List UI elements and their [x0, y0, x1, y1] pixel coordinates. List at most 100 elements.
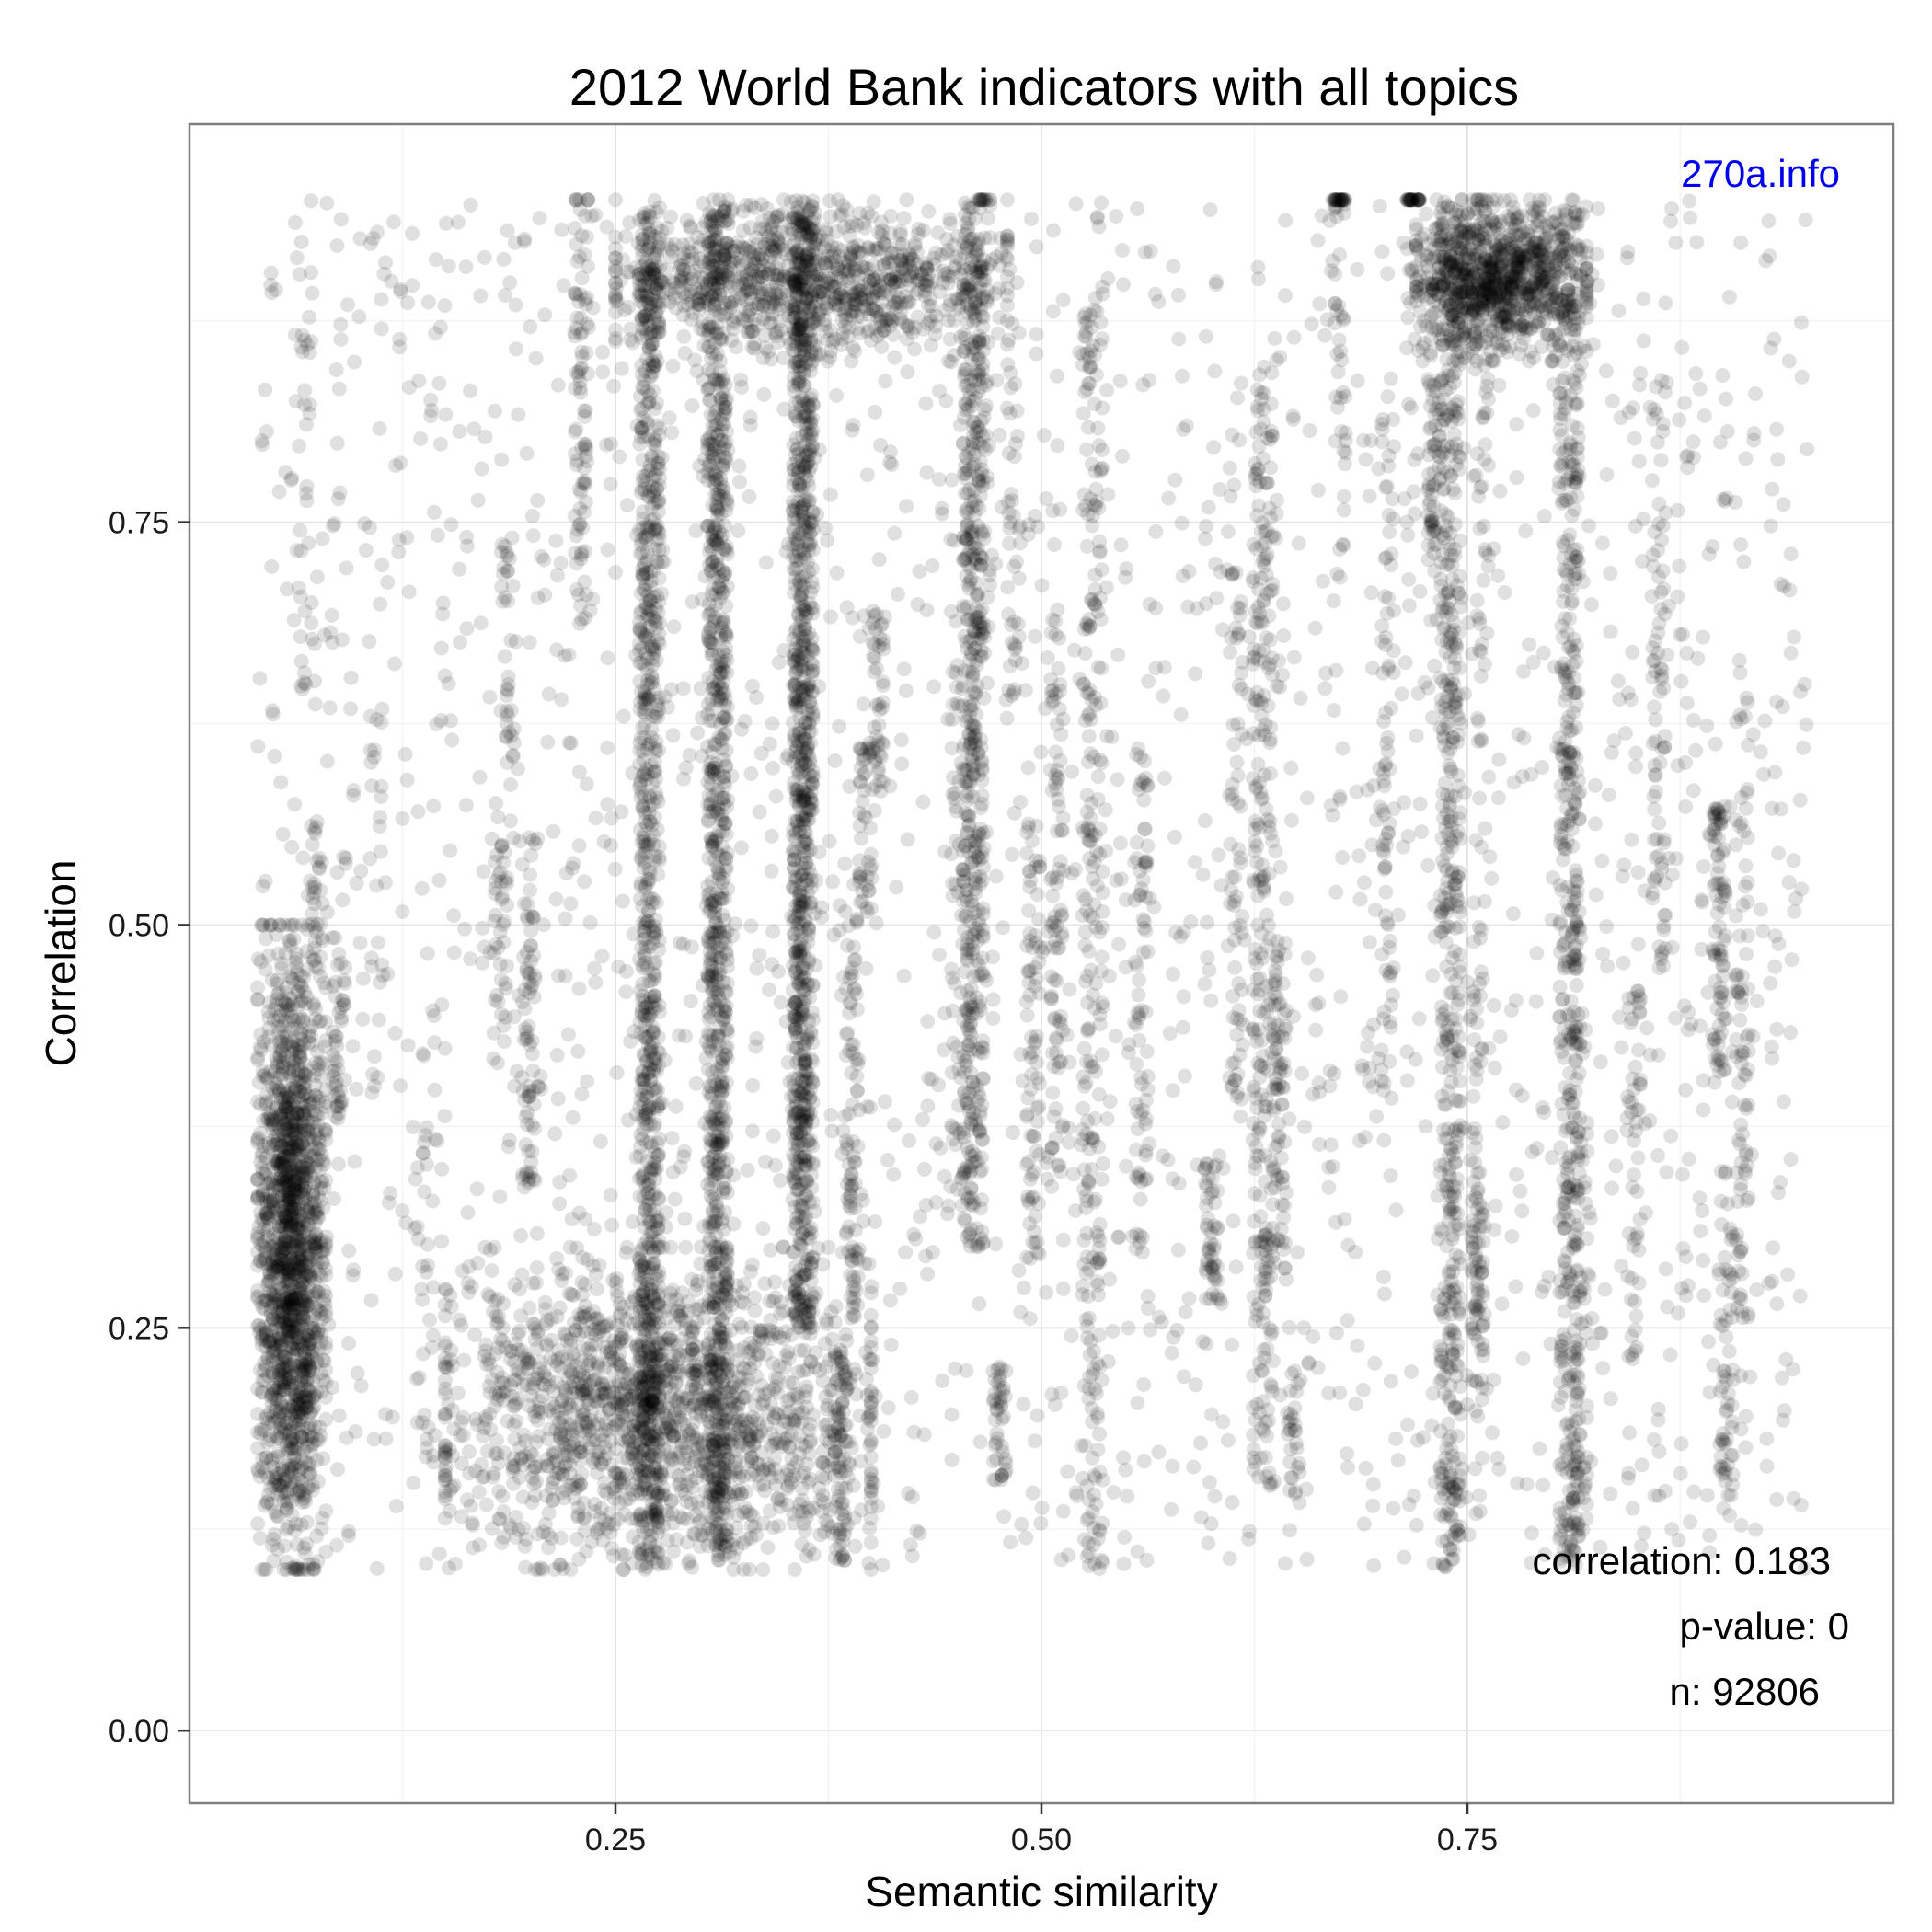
data-point	[1693, 1224, 1708, 1238]
data-point	[932, 383, 948, 398]
data-point	[1082, 359, 1098, 374]
data-point	[1581, 1204, 1597, 1220]
data-point	[834, 1245, 850, 1260]
data-point	[1570, 1341, 1586, 1357]
data-point	[481, 1351, 496, 1367]
data-point	[767, 1461, 783, 1477]
data-point	[1769, 1492, 1785, 1507]
data-point	[1087, 290, 1103, 305]
data-point	[1488, 1198, 1503, 1213]
data-point	[427, 504, 442, 520]
data-point	[395, 904, 410, 919]
data-point	[1360, 782, 1375, 798]
data-point	[460, 1205, 476, 1220]
data-point	[374, 558, 390, 573]
data-point	[861, 621, 877, 637]
data-point	[1045, 304, 1061, 319]
data-point	[743, 766, 759, 781]
data-point	[1197, 813, 1213, 829]
data-point	[1487, 1060, 1502, 1075]
data-point	[1039, 1156, 1054, 1170]
data-point	[577, 874, 592, 890]
data-point	[1104, 730, 1120, 745]
data-point	[478, 1497, 494, 1512]
data-point	[744, 323, 760, 339]
data-point	[696, 1219, 712, 1235]
data-point	[1658, 295, 1673, 311]
data-point	[1650, 1412, 1666, 1428]
data-point	[1174, 368, 1190, 384]
data-point	[334, 632, 350, 648]
data-point	[1055, 1281, 1071, 1296]
data-point	[1064, 764, 1079, 779]
data-point	[1688, 742, 1704, 758]
data-point	[1094, 195, 1109, 211]
data-point	[295, 1363, 311, 1379]
data-point	[1321, 1386, 1337, 1401]
data-point	[963, 1111, 979, 1127]
data-point	[1679, 449, 1695, 465]
data-point	[933, 1140, 949, 1156]
data-point	[1399, 1044, 1415, 1060]
data-point	[290, 1562, 305, 1577]
data-point	[1711, 1262, 1727, 1278]
data-point	[258, 873, 273, 889]
data-point	[732, 474, 747, 489]
data-point	[749, 690, 764, 705]
data-point	[358, 543, 374, 558]
data-point	[1397, 795, 1412, 811]
data-point	[1178, 1305, 1193, 1320]
data-point	[684, 398, 700, 413]
data-point	[420, 946, 435, 961]
data-point	[291, 983, 306, 999]
data-point	[1732, 665, 1748, 681]
data-point	[327, 516, 342, 532]
data-point	[279, 1473, 294, 1488]
data-point	[1792, 792, 1808, 808]
data-point	[1771, 1185, 1786, 1201]
data-point	[1600, 959, 1615, 974]
data-point	[474, 461, 489, 477]
data-point	[288, 394, 304, 409]
data-point	[1603, 566, 1618, 581]
data-point	[1310, 1360, 1326, 1375]
data-point	[859, 467, 875, 483]
data-point	[428, 326, 443, 341]
data-point	[563, 896, 579, 912]
data-point	[1683, 1514, 1697, 1530]
data-point	[547, 1126, 563, 1142]
data-point	[1256, 1305, 1271, 1321]
data-point	[1486, 997, 1501, 1013]
data-point	[765, 1128, 781, 1144]
data-point	[463, 1498, 478, 1513]
data-point	[573, 1439, 589, 1455]
data-point	[833, 286, 848, 302]
data-point	[1307, 997, 1323, 1013]
data-point	[263, 1195, 278, 1210]
data-point	[698, 214, 714, 230]
data-point	[548, 1453, 564, 1468]
data-point	[502, 275, 518, 291]
data-point	[564, 1212, 580, 1226]
data-point	[677, 1211, 693, 1226]
data-point	[1254, 1363, 1270, 1378]
data-point	[476, 864, 491, 880]
data-point	[1039, 1285, 1053, 1300]
data-point	[1283, 760, 1299, 776]
data-point	[291, 1482, 306, 1497]
data-point	[1204, 1407, 1219, 1422]
data-point	[563, 1397, 579, 1413]
data-point	[1451, 1093, 1466, 1109]
data-point	[944, 604, 959, 619]
data-point	[1606, 733, 1622, 749]
data-point	[1434, 527, 1450, 543]
data-point	[688, 1507, 703, 1523]
data-point	[260, 1004, 276, 1019]
data-point	[1372, 761, 1387, 776]
data-point	[1481, 769, 1497, 785]
data-point	[1782, 582, 1798, 598]
data-point	[1630, 983, 1646, 999]
data-point	[1136, 1377, 1152, 1392]
data-point	[434, 1161, 450, 1177]
data-point	[649, 554, 664, 569]
